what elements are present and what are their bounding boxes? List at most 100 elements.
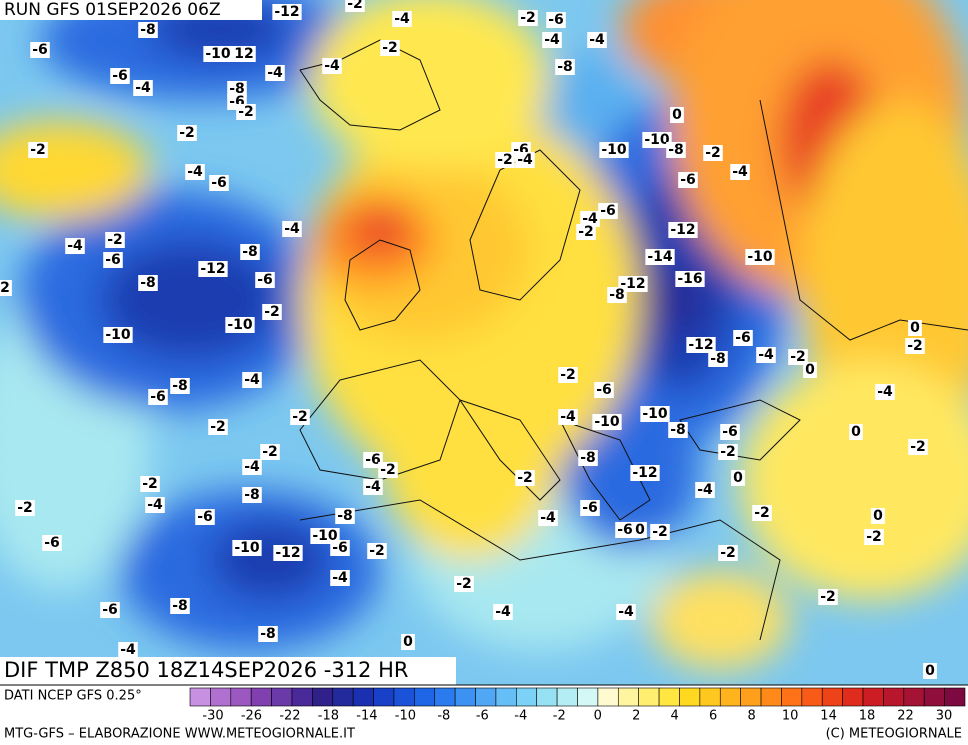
contour-label: -2 — [347, 0, 363, 12]
label-box — [401, 634, 415, 650]
contour-label: -2 — [142, 476, 158, 492]
map-area: -12 -2-4 -2 -6-4 -4-8-6 -2-10 12-4-6-4-4 -8-8-6… — [0, 0, 968, 685]
label-box — [273, 545, 303, 561]
contour-label: -2 — [720, 444, 736, 460]
legend-swatch — [842, 687, 864, 707]
legend-tick-label: -22 — [279, 709, 300, 724]
contour-label: -12 — [688, 337, 713, 353]
legend-swatch — [495, 687, 517, 707]
legend-tick-label: 2 — [632, 709, 640, 724]
legend-swatch — [393, 687, 415, 707]
contour-label: -2 — [107, 232, 123, 248]
label-box — [615, 522, 635, 538]
contour-label: -10 — [644, 132, 670, 148]
label-box — [242, 487, 262, 503]
label-box — [258, 626, 278, 642]
label-box — [708, 351, 728, 367]
label-box — [282, 221, 302, 237]
contour-label: -2 — [264, 304, 280, 320]
contour-label: -4 — [244, 459, 260, 475]
label-box — [555, 59, 575, 75]
contour-label: -4 — [582, 211, 598, 227]
legend-swatch — [373, 687, 395, 707]
label-box — [103, 252, 123, 268]
legend-tick-label: -26 — [241, 709, 262, 724]
coast — [679, 399, 801, 461]
label-box — [849, 424, 863, 440]
contour-label: -6 — [112, 68, 128, 84]
label-box — [542, 32, 562, 48]
contour-label: -12 — [274, 4, 299, 20]
contour-label: -2 — [910, 439, 926, 455]
legend-tick-label: 8 — [747, 709, 755, 724]
contour-label: -4 — [267, 65, 283, 81]
contour-label: 12 — [234, 46, 253, 62]
contour-label: -2 — [238, 104, 254, 120]
label-box — [232, 46, 256, 62]
label-box — [100, 602, 120, 618]
label-box — [733, 330, 753, 346]
run-box — [0, 0, 262, 20]
contour-label: 0 — [851, 424, 861, 440]
label-box — [345, 0, 365, 12]
contour-label: -2 — [380, 462, 396, 478]
contour-label: -6 — [582, 500, 598, 516]
legend-swatch — [454, 687, 476, 707]
label-box — [718, 545, 738, 561]
contour-label: -6 — [735, 330, 751, 346]
contour-label: -8 — [244, 487, 260, 503]
legend-tick-label: -2 — [553, 709, 566, 724]
contour-label: -4 — [732, 164, 748, 180]
legend-tick-label: -10 — [395, 709, 416, 724]
label-box — [335, 508, 355, 524]
label-box — [703, 145, 723, 161]
legend-tick-label: -30 — [202, 709, 223, 724]
legend-tick-label: 4 — [671, 709, 679, 724]
label-box — [598, 203, 618, 219]
contour-label: -4 — [67, 238, 83, 254]
contour-label: -2 — [179, 125, 195, 141]
label-box — [290, 409, 310, 425]
label-box — [198, 261, 228, 277]
label-box — [65, 238, 85, 254]
contour-label: -2 — [520, 10, 536, 26]
legend-swatch — [536, 687, 558, 707]
contour-label: -6 — [44, 535, 60, 551]
contour-label: -6 — [680, 172, 696, 188]
contour-label: -8 — [557, 59, 573, 75]
map-caption: DIF TMP Z850 18Z14SEP2026 -312 HR — [4, 658, 408, 682]
legend-swatch — [821, 687, 843, 707]
label-box — [546, 12, 566, 28]
contour-label: -4 — [147, 497, 163, 513]
label-box — [788, 349, 808, 365]
label-box — [720, 424, 740, 440]
contour-label: -4 — [324, 58, 340, 74]
contour-label: -6 — [257, 272, 273, 288]
label-box — [145, 497, 165, 513]
contour-label: -4 — [332, 570, 348, 586]
credit: MTG-GFS – ELABORAZIONE WWW.METEOGIORNALE… — [4, 727, 355, 742]
label-box — [633, 522, 647, 538]
label-box — [493, 604, 513, 620]
contour-label: -6 — [332, 540, 348, 556]
contour-label: 0 — [805, 362, 815, 378]
legend-swatch — [699, 687, 721, 707]
contour-label: -6 — [102, 602, 118, 618]
label-box — [110, 68, 130, 84]
field-patch — [380, 340, 560, 560]
contour-label: -6 — [548, 12, 564, 28]
contour-label: -16 — [677, 271, 702, 287]
legend-swatch — [658, 687, 680, 707]
contour-label: -2 — [820, 589, 836, 605]
legend-swatch — [923, 687, 945, 707]
contour-label: -10 — [105, 327, 131, 343]
legend-swatch — [577, 687, 599, 707]
label-box — [731, 470, 745, 486]
label-box — [607, 287, 627, 303]
copyright: (C) METEOGIORNALE — [826, 727, 962, 742]
legend-swatch — [883, 687, 905, 707]
legend-swatch — [760, 687, 782, 707]
contour-label: -2 — [578, 224, 594, 240]
label-box — [875, 384, 895, 400]
